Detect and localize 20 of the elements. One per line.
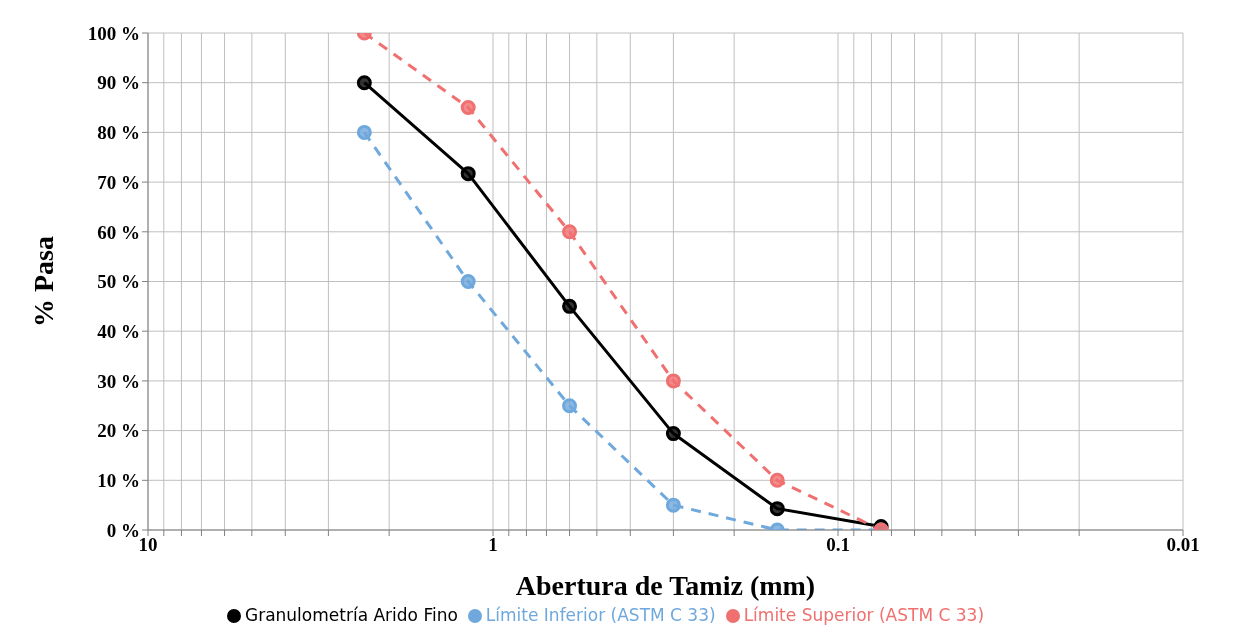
legend-label: Granulometría Arido Fino (244, 605, 458, 625)
y-tick-label: 20 % (97, 420, 140, 442)
y-tick-label: 10 % (97, 470, 140, 492)
x-axis-title: Abertura de Tamiz (mm) (515, 570, 816, 601)
y-tick-label: 70 % (97, 171, 140, 193)
y-tick-label: 100 % (87, 22, 140, 44)
y-tick-label: 40 % (97, 320, 140, 342)
y-tick-label: 50 % (97, 271, 140, 293)
x-tick-label: 0.01 (1166, 534, 1200, 556)
y-axis-title: % Pasa (27, 236, 59, 327)
y-tick-label: 80 % (97, 122, 140, 144)
x-tick-label: 1 (488, 534, 498, 556)
x-tick-label: 10 (138, 534, 158, 556)
y-tick-label: 60 % (97, 221, 140, 243)
legend-label: Límite Superior (ASTM C 33) (743, 605, 985, 625)
legend-label: Límite Inferior (ASTM C 33) (485, 605, 716, 625)
y-tick-label: 90 % (97, 72, 140, 94)
y-tick-label: 30 % (97, 370, 140, 392)
y-tick-label: 0 % (106, 519, 140, 541)
x-tick-label: 0.1 (826, 534, 850, 556)
